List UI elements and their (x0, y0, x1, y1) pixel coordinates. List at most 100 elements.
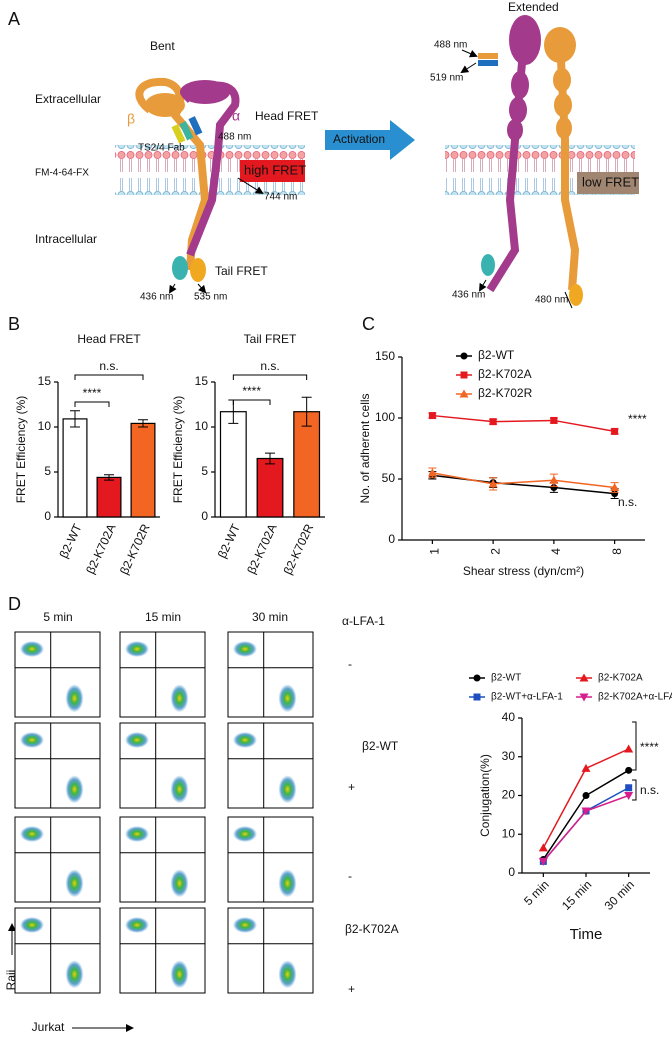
cell-cloud (278, 960, 297, 989)
bar (293, 411, 321, 518)
annotation: n.s. (99, 359, 118, 373)
label: α (232, 108, 240, 124)
marker (611, 427, 619, 435)
bracket (232, 399, 271, 405)
legend-label: β2-WT (478, 348, 515, 362)
label: TS2/4 Fab (138, 143, 185, 154)
label: Extracellular (35, 92, 101, 106)
extended-integrin (478, 15, 583, 306)
cell-cloud (233, 732, 257, 748)
x-tick-label: 30 min (602, 877, 637, 912)
x-tick-label: 15 min (559, 877, 594, 912)
treatment-label: α-LFA-1 (342, 614, 385, 628)
cell-cloud (20, 917, 44, 933)
annotation: n.s. (640, 783, 659, 797)
y-tick-label: 5 (201, 464, 208, 478)
y-axis-label: No. of adherent cells (358, 393, 372, 503)
series-line (432, 472, 615, 489)
sign: + (348, 780, 355, 794)
x-tick-label: 8 (610, 548, 624, 555)
marker (625, 766, 633, 774)
bent-integrin (135, 77, 240, 282)
error-bar (70, 410, 80, 428)
cell-cloud (125, 641, 149, 657)
cell-cloud (233, 641, 257, 657)
flow-plots (14, 631, 314, 994)
marker (550, 416, 558, 424)
x-tick-label: 4 (549, 548, 563, 555)
y-tick-label: 15 (38, 374, 52, 388)
marker (489, 418, 497, 426)
time-label: 15 min (145, 610, 181, 624)
legend-marker (579, 673, 589, 682)
marker (538, 857, 548, 866)
y-axis-label: Conjugation(%) (478, 754, 492, 837)
legend-marker (579, 693, 589, 702)
cell-cloud (125, 732, 149, 748)
diagram: Bent Extended Extracellular Intracellula… (35, 0, 639, 309)
error-bar (138, 419, 148, 428)
x-tick-label: β2-K702A (83, 522, 118, 577)
x-tick-label: 1 (428, 548, 442, 555)
cell-cloud (65, 775, 84, 804)
annotation: n.s. (260, 359, 279, 373)
marker (582, 792, 590, 799)
y-tick-label: 30 (502, 749, 516, 763)
y-tick-label: 20 (502, 788, 516, 802)
label: 744 nm (264, 192, 297, 203)
y-tick-label: 5 (44, 464, 51, 478)
series-line (432, 414, 615, 433)
y-tick-label: 10 (502, 826, 516, 840)
label: Intracellular (35, 232, 97, 246)
y-tick-label: 100 (375, 410, 395, 424)
cell-cloud (65, 869, 84, 898)
bar (130, 422, 156, 518)
group-label: β2-WT (362, 739, 399, 753)
y-tick-label: 0 (201, 509, 208, 523)
x-axis-label: Time (570, 926, 603, 943)
legend-marker (473, 693, 481, 701)
bar (62, 418, 88, 518)
y-tick-label: 0 (388, 532, 395, 546)
cell-cloud (233, 826, 257, 842)
x-tick-label: 2 (488, 548, 502, 555)
label: Extended (508, 0, 559, 14)
label: 436 nm (452, 290, 485, 301)
y-axis-label: FRET Efficiency (%) (171, 396, 185, 504)
low-fret-box (577, 172, 639, 194)
cell-cloud (125, 826, 149, 842)
legend-marker (460, 352, 468, 360)
bracket (74, 401, 110, 407)
panel-label: A (8, 9, 20, 29)
marker (625, 784, 633, 792)
error-bar (265, 452, 275, 465)
bar (256, 457, 284, 518)
cell-cloud (20, 732, 44, 748)
sign: - (348, 657, 352, 671)
annotation: **** (83, 386, 102, 400)
legend-marker (459, 389, 469, 398)
group-label: β2-K702A (345, 922, 399, 936)
marker (581, 807, 591, 816)
time-label: 5 min (43, 610, 72, 624)
marker (610, 483, 620, 492)
high-fret-box (240, 160, 305, 182)
marker (611, 490, 619, 498)
label: Head FRET (255, 109, 319, 123)
y-tick-label: 10 (38, 419, 52, 433)
cell-cloud (170, 684, 189, 713)
flow-labels: 5 min 15 min 30 min α-LFA-1 - + - + β2-W… (4, 610, 399, 1034)
time-label: 30 min (252, 610, 288, 624)
sign: + (348, 982, 355, 996)
cell-cloud (65, 684, 84, 713)
legend-label: β2-WT+α-LFA-1 (491, 692, 563, 703)
label: Bent (150, 39, 175, 53)
y-axis-label: FRET Efficiency (%) (14, 396, 28, 504)
cell-cloud (170, 960, 189, 989)
cell-cloud (65, 960, 84, 989)
bar (219, 411, 247, 518)
label: Activation (333, 132, 385, 146)
bracket (632, 779, 637, 801)
annotation: **** (628, 412, 647, 426)
